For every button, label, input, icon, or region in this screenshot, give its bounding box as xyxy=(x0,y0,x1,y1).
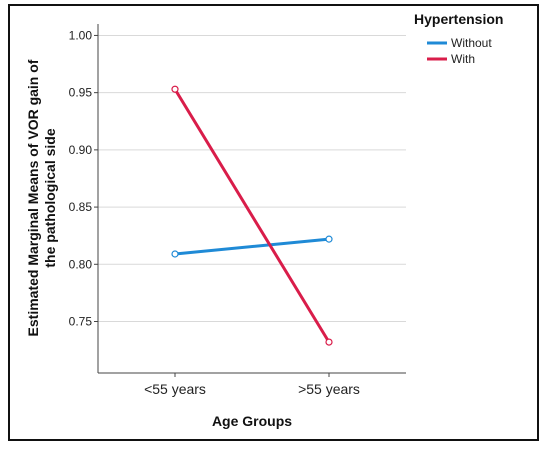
chart-frame xyxy=(8,4,539,441)
legend-label-with: With xyxy=(451,52,475,66)
series-lines xyxy=(171,85,333,346)
y-tick-label: 0.90 xyxy=(69,143,93,157)
data-point-with xyxy=(171,85,179,93)
x-tick-label: >55 years xyxy=(298,381,360,397)
data-point-with xyxy=(325,338,333,346)
legend-title: Hypertension xyxy=(414,11,503,27)
y-tick-labels: 0.75 0.80 0.85 0.90 0.95 1.00 xyxy=(69,28,98,329)
legend: Hypertension Without With xyxy=(414,11,503,66)
y-axis-title-line-1: Estimated Marginal Means of VOR gain of xyxy=(25,59,41,336)
data-point-without xyxy=(325,235,333,243)
y-tick-label: 0.80 xyxy=(69,257,93,271)
y-axis-title-line-2: the pathological side xyxy=(42,128,58,267)
y-tick-label: 1.00 xyxy=(69,28,93,42)
x-axis-title: Age Groups xyxy=(212,413,292,429)
x-tick-labels: <55 years >55 years xyxy=(144,373,360,397)
grid-lines xyxy=(98,34,406,323)
series-line-without xyxy=(173,237,331,256)
data-point-without xyxy=(171,250,179,258)
y-tick-label: 0.75 xyxy=(69,315,93,329)
x-tick-label: <55 years xyxy=(144,381,206,397)
series-line-with xyxy=(173,87,331,344)
y-axis-title: Estimated Marginal Means of VOR gain of … xyxy=(25,59,58,336)
y-tick-label: 0.85 xyxy=(69,200,93,214)
y-tick-label: 0.95 xyxy=(69,86,93,100)
legend-label-without: Without xyxy=(451,36,492,50)
